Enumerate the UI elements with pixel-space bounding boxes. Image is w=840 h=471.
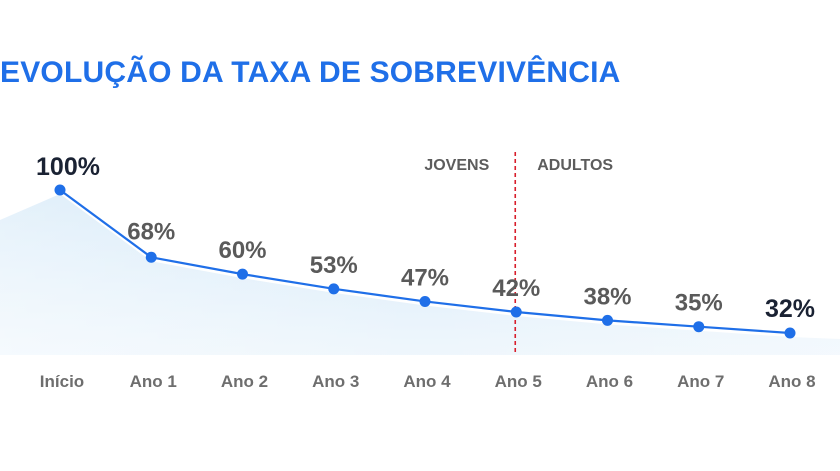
data-point bbox=[693, 321, 705, 333]
data-label: 42% bbox=[492, 275, 540, 302]
data-label: 38% bbox=[583, 283, 631, 310]
x-tick-label: Ano 5 bbox=[495, 372, 542, 391]
data-label: 60% bbox=[218, 237, 266, 264]
zone-label-adultos: ADULTOS bbox=[537, 157, 613, 174]
data-label: 100% bbox=[36, 153, 100, 181]
data-point bbox=[54, 184, 66, 196]
data-point bbox=[145, 251, 157, 263]
x-tick-label: Ano 3 bbox=[312, 372, 359, 391]
data-point bbox=[784, 327, 796, 339]
data-point bbox=[510, 306, 522, 318]
data-point bbox=[237, 268, 248, 280]
data-point bbox=[602, 314, 613, 326]
zone-label-jovens: JOVENS bbox=[424, 157, 489, 174]
x-tick-label: Ano 7 bbox=[677, 372, 724, 391]
data-label: 47% bbox=[401, 264, 449, 291]
data-label: 35% bbox=[675, 290, 723, 317]
data-label: 68% bbox=[127, 218, 175, 245]
chart-title: EVOLUÇÃO DA TAXA DE SOBREVIVÊNCIA bbox=[0, 56, 621, 89]
x-tick-label: Ano 1 bbox=[130, 372, 177, 391]
data-labels: 100% 68% 60% 53% 47% 42% 38% 35% 32% bbox=[36, 153, 815, 323]
data-point bbox=[328, 283, 340, 295]
x-tick-label: Início bbox=[40, 372, 84, 391]
x-tick-label: Ano 8 bbox=[768, 372, 815, 391]
x-tick-label: Ano 4 bbox=[403, 372, 451, 391]
x-axis-labels: Início Ano 1 Ano 2 Ano 3 Ano 4 Ano 5 Ano 6 Ano … bbox=[40, 372, 816, 391]
data-label: 32% bbox=[765, 295, 815, 323]
data-point bbox=[419, 295, 431, 307]
x-tick-label: Ano 6 bbox=[586, 372, 633, 391]
x-tick-label: Ano 2 bbox=[221, 372, 268, 391]
data-points bbox=[54, 184, 796, 339]
data-label: 53% bbox=[310, 252, 358, 279]
age-divider: JOVENS ADULTOS bbox=[424, 152, 613, 355]
